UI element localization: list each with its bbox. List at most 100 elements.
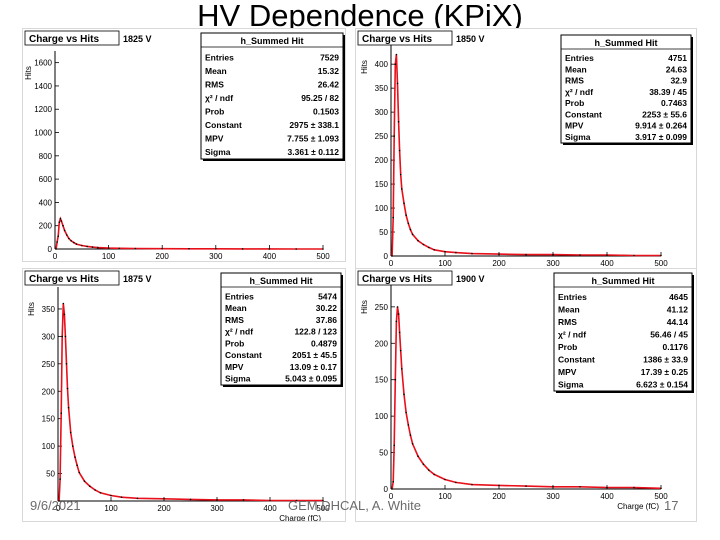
data-point — [89, 485, 91, 487]
x-tick-label: 300 — [546, 259, 560, 268]
y-tick-label: 0 — [384, 252, 389, 261]
data-point — [401, 368, 403, 370]
data-point — [83, 480, 86, 482]
data-point — [393, 135, 395, 137]
data-point — [94, 489, 96, 491]
stats-hist-name: h_Summed Hit — [249, 276, 312, 286]
data-point — [241, 248, 244, 250]
data-point — [525, 485, 527, 487]
x-tick-label: 300 — [210, 504, 224, 513]
data-point — [392, 480, 394, 483]
stats-label: χ² / ndf — [225, 327, 253, 337]
data-point — [59, 217, 62, 220]
y-tick-label: 1000 — [34, 129, 52, 138]
data-point — [411, 443, 414, 445]
y-tick-label: 200 — [39, 222, 53, 231]
y-tick-label: 600 — [39, 175, 53, 184]
data-point — [97, 246, 99, 249]
data-point — [606, 254, 608, 256]
y-tick-label: 1200 — [34, 105, 52, 114]
stats-label: Constant — [205, 120, 242, 130]
data-point — [471, 483, 473, 486]
y-axis-label: Hits — [27, 302, 36, 316]
data-point — [60, 220, 63, 222]
stats-label: Sigma — [225, 374, 251, 384]
data-point — [455, 251, 457, 254]
data-point — [403, 202, 405, 205]
data-point — [188, 248, 190, 250]
stats-value: 26.42 — [318, 80, 340, 90]
voltage-label: 1900 V — [456, 274, 485, 284]
stats-label: Prob — [558, 342, 577, 352]
x-tick-label: 200 — [492, 259, 506, 268]
stats-label: MPV — [205, 134, 224, 144]
data-point — [189, 498, 192, 501]
data-point — [57, 235, 59, 237]
data-point — [579, 486, 581, 488]
x-tick-label: 100 — [438, 259, 452, 268]
data-point — [63, 229, 66, 232]
y-tick-label: 1600 — [34, 59, 52, 68]
stats-value: 7.755 ± 1.093 — [287, 134, 339, 144]
stats-label: Mean — [558, 305, 580, 315]
stats-label: Prob — [225, 338, 244, 348]
data-point — [99, 492, 102, 494]
data-point — [396, 82, 399, 85]
page-number: 17 — [664, 498, 679, 513]
y-tick-label: 1400 — [34, 82, 52, 91]
data-point — [498, 484, 500, 487]
data-point — [392, 216, 394, 219]
x-tick-label: 200 — [492, 492, 506, 501]
stats-value: 6.623 ± 0.154 — [636, 380, 688, 390]
data-point — [161, 247, 163, 250]
y-tick-label: 50 — [379, 228, 388, 237]
data-point — [552, 253, 554, 256]
data-point — [433, 473, 435, 476]
data-point — [60, 412, 62, 414]
data-point — [61, 335, 63, 338]
stats-box — [200, 32, 344, 160]
y-axis-label: Hits — [24, 66, 33, 80]
data-point — [64, 335, 67, 338]
stats-value: 13.09 ± 0.17 — [290, 362, 337, 372]
data-point — [68, 237, 70, 240]
data-point — [422, 243, 425, 246]
stats-value: 5474 — [318, 291, 337, 301]
x-tick-label: 500 — [316, 504, 330, 513]
y-tick-label: 350 — [375, 84, 389, 93]
chart-title: Charge vs Hits — [362, 274, 432, 285]
chart-title-box — [24, 270, 120, 286]
data-point — [633, 254, 635, 257]
y-tick-label: 350 — [42, 305, 56, 314]
y-tick-label: 400 — [375, 60, 389, 69]
histogram-chart-1900v: Charge vs Hits 1900 V 0 50 100 150 200 250 0 100 2… — [357, 270, 694, 511]
data-point — [397, 120, 400, 123]
stats-value: 38.39 / 45 — [649, 87, 687, 97]
stats-value: 32.9 — [670, 76, 687, 86]
landau-fit-curve — [55, 216, 323, 250]
data-point — [428, 246, 430, 249]
data-point — [471, 252, 473, 255]
data-point — [398, 331, 401, 334]
stats-box — [560, 34, 692, 144]
data-point — [391, 255, 393, 257]
data-point — [399, 349, 402, 352]
data-point — [398, 149, 401, 152]
chart-title: Charge vs Hits — [29, 34, 99, 45]
y-tick-label: 150 — [42, 415, 56, 424]
stats-value: 4751 — [668, 53, 687, 63]
stats-hist-name: h_Summed Hit — [240, 36, 303, 46]
data-point — [295, 248, 298, 250]
data-point — [62, 302, 65, 305]
data-point — [322, 499, 324, 502]
stats-label: Entries — [205, 53, 234, 63]
stats-label: Mean — [225, 303, 247, 313]
y-tick-label: 0 — [48, 245, 53, 254]
stats-label: Constant — [558, 355, 595, 365]
y-tick-label: 150 — [375, 180, 389, 189]
data-point — [422, 463, 425, 465]
x-tick-label: 100 — [102, 252, 116, 261]
data-point — [391, 488, 393, 490]
y-tick-label: 0 — [384, 485, 389, 494]
data-point — [579, 254, 581, 256]
